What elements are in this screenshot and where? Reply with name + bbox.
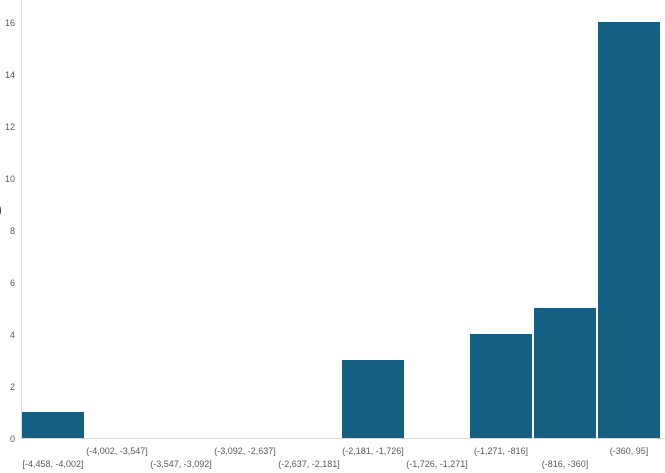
- y-tick-label: 12: [4, 121, 15, 132]
- x-tick-label: (-3,092, -2,637]: [214, 446, 276, 456]
- plot-area: [21, 0, 665, 439]
- x-tick-label: (-1,271, -816]: [473, 446, 529, 456]
- x-tick-label: (-2,181, -1,726]: [342, 446, 404, 456]
- histogram-bar: [21, 412, 84, 438]
- x-tick-label: [-4,458, -4,002]: [22, 459, 84, 469]
- y-tick-label: 14: [4, 69, 15, 80]
- histogram-bar: [469, 334, 532, 438]
- histogram-bar: [597, 22, 660, 438]
- histogram-bar: [341, 360, 404, 438]
- x-tick-label: (-1,726, -1,271]: [406, 459, 468, 469]
- x-tick-label: (-3,547, -3,092]: [150, 459, 212, 469]
- y-axis-title-fragment: ): [0, 201, 2, 217]
- histogram-bar: [533, 308, 596, 438]
- x-tick-label: (-4,002, -3,547]: [86, 446, 148, 456]
- x-tick-label: (-2,637, -2,181]: [278, 459, 340, 469]
- y-tick-label: 8: [9, 225, 15, 236]
- y-tick-label: 10: [4, 173, 15, 184]
- y-tick-label: 4: [9, 329, 15, 340]
- x-tick-label: (-360, 95]: [609, 446, 649, 456]
- y-tick-label: 16: [4, 17, 15, 28]
- y-tick-label: 2: [9, 381, 15, 392]
- y-tick-label: 0: [9, 433, 15, 444]
- y-axis-line: [21, 0, 22, 439]
- y-tick-label: 6: [9, 277, 15, 288]
- x-tick-label: (-816, -360]: [541, 459, 589, 469]
